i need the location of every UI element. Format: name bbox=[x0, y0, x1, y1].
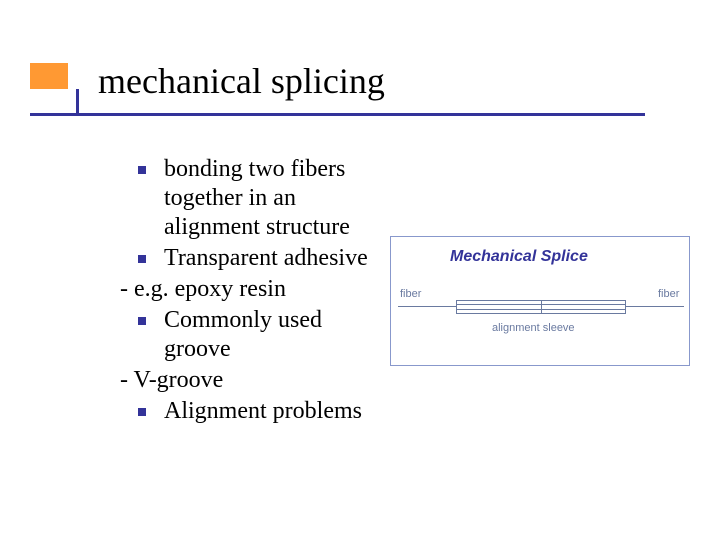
list-item: bonding two fibers together in an alignm… bbox=[108, 155, 378, 242]
diagram-sleeve-divider bbox=[541, 301, 542, 313]
list-item-text: bonding two fibers together in an alignm… bbox=[164, 155, 378, 242]
content-list: bonding two fibers together in an alignm… bbox=[108, 155, 378, 428]
list-item: Transparent adhesive bbox=[108, 244, 378, 273]
accent-orange-block bbox=[30, 63, 68, 89]
list-item-text: - V-groove bbox=[120, 366, 223, 395]
diagram-fiber-left bbox=[398, 306, 456, 307]
diagram-label-sleeve: alignment sleeve bbox=[492, 322, 575, 334]
list-item-text: Alignment problems bbox=[164, 397, 362, 426]
bullet-icon bbox=[138, 408, 146, 416]
title-underline bbox=[30, 113, 645, 116]
page-title: mechanical splicing bbox=[98, 60, 385, 102]
list-item-text: Transparent adhesive bbox=[164, 244, 368, 273]
bullet-icon bbox=[138, 166, 146, 174]
list-item: - e.g. epoxy resin bbox=[108, 275, 378, 304]
list-item-text: - e.g. epoxy resin bbox=[120, 275, 286, 304]
list-item: Commonly used groove bbox=[108, 306, 378, 364]
list-item: Alignment problems bbox=[108, 397, 378, 426]
bullet-icon bbox=[138, 255, 146, 263]
diagram-label-fiber-left: fiber bbox=[400, 288, 421, 300]
title-tick bbox=[76, 89, 79, 116]
bullet-icon bbox=[138, 317, 146, 325]
diagram-fiber-right bbox=[626, 306, 684, 307]
list-item-text: Commonly used groove bbox=[164, 306, 378, 364]
diagram-title: Mechanical Splice bbox=[450, 248, 588, 266]
diagram-label-fiber-right: fiber bbox=[658, 288, 679, 300]
list-item: - V-groove bbox=[108, 366, 378, 395]
